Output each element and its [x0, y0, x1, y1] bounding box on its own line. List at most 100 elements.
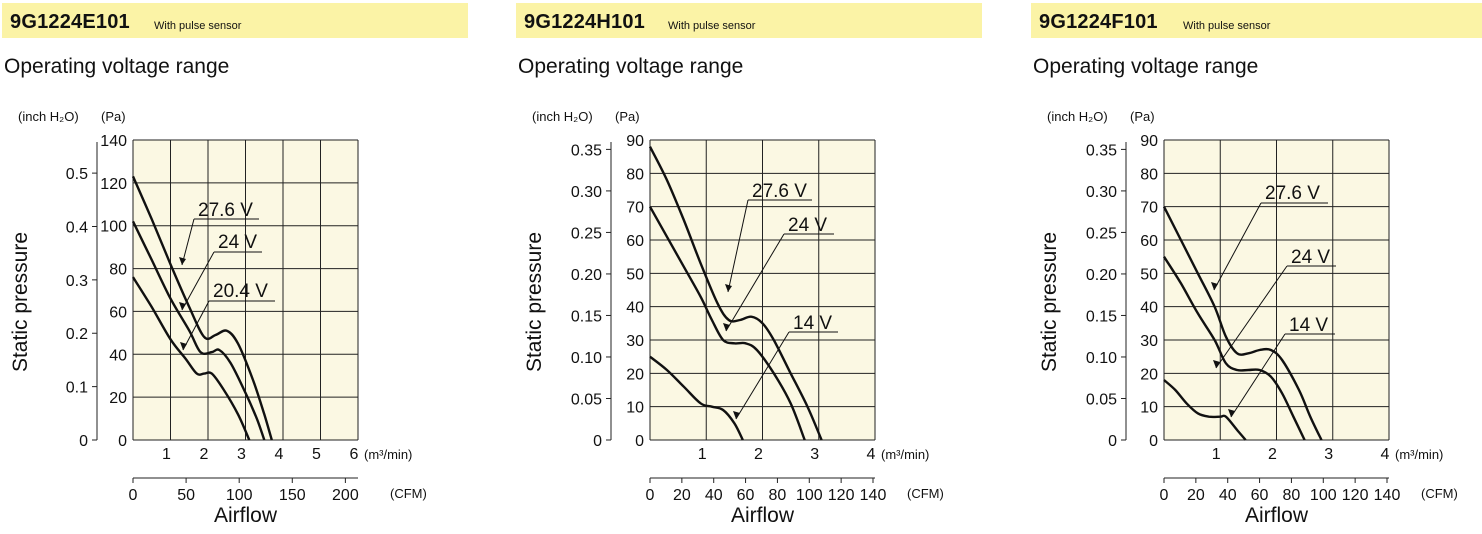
series-line: [1162, 206, 1323, 441]
y-tick-label-pa: 60: [626, 233, 644, 250]
y-tick-label-pa: 40: [626, 300, 644, 317]
series-label-arrowhead: [179, 257, 186, 265]
y-tick-label-inch: 0.4: [66, 219, 88, 236]
model-title-bar: 9G1224E101 With pulse sensor: [2, 3, 468, 38]
x-tick-label-cfm: 0: [129, 487, 138, 504]
series-label: 24 V: [1291, 247, 1330, 268]
y-tick-label-inch: 0.3: [66, 273, 88, 290]
y-tick-label-inch: 0.15: [571, 308, 602, 325]
y-tick-label-pa: 140: [100, 133, 127, 150]
series-label: 14 V: [1289, 315, 1328, 336]
series-line: [648, 146, 823, 441]
x-tick-label-cfm: 80: [1283, 487, 1301, 504]
series-label-arrowhead: [1211, 282, 1218, 290]
y-tick-label-inch: 0.05: [571, 391, 602, 408]
y-tick-label-pa: 120: [100, 176, 127, 193]
x-tick-label-m3: 3: [237, 446, 246, 463]
x-tick-label-cfm: 120: [828, 487, 855, 504]
x-tick-label-cfm: 150: [279, 487, 306, 504]
x-tick-label-cfm: 40: [705, 487, 723, 504]
y-tick-label-pa: 60: [1140, 233, 1158, 250]
model-number: 9G1224E101: [10, 11, 130, 33]
y-tick-label-inch: 0.35: [1086, 142, 1117, 159]
y-unit-pa: (Pa): [1130, 109, 1155, 124]
x-tick-label-cfm: 60: [1251, 487, 1269, 504]
y-tick-label-pa: 20: [109, 390, 127, 407]
x-axis-title: Airflow: [214, 504, 278, 527]
chart-panel-h101: 9G1224H101 With pulse sensor Operating v…: [516, 0, 986, 534]
x-tick-label-cfm: 140: [860, 487, 887, 504]
y-tick-label-inch: 0.1: [66, 380, 88, 397]
x-tick-label-cfm: 100: [796, 487, 823, 504]
x-tick-label-cfm: 0: [1160, 487, 1169, 504]
x-tick-label-cfm: 0: [646, 487, 655, 504]
y-tick-label-pa: 10: [626, 400, 644, 417]
x-tick-label-cfm: 50: [177, 487, 195, 504]
series-label-arrowhead: [733, 411, 740, 419]
series-label-leader: [725, 233, 785, 332]
series-label-leader: [735, 331, 790, 420]
y-tick-label-pa: 30: [626, 333, 644, 350]
y-tick-label-pa: 100: [100, 219, 127, 236]
model-number: 9G1224H101: [524, 11, 645, 33]
series-label-leader: [1230, 333, 1286, 418]
series-line: [131, 175, 273, 441]
y-tick-label-pa: 20: [1140, 366, 1158, 383]
x-unit-m3: (m³/min): [881, 447, 929, 462]
x-tick-label-m3: 2: [200, 446, 209, 463]
x-tick-label-cfm: 80: [769, 487, 787, 504]
y-tick-label-inch: 0.10: [571, 350, 602, 367]
series-line: [1163, 379, 1247, 441]
series-line: [131, 220, 266, 441]
x-axis-title: Airflow: [731, 504, 795, 527]
chart-title: Operating voltage range: [1033, 55, 1259, 78]
y-tick-label-pa: 0: [635, 433, 644, 450]
y-tick-label-inch: 0.5: [66, 166, 88, 183]
x-tick-label-m3: 1: [698, 446, 707, 463]
series-line: [649, 355, 744, 441]
model-note: With pulse sensor: [1183, 20, 1271, 32]
x-unit-m3: (m³/min): [1395, 447, 1443, 462]
series-label-arrowhead: [179, 302, 186, 310]
y-axis-title: Static pressure: [9, 232, 32, 372]
x-tick-label-m3: 5: [312, 446, 321, 463]
series-label-leader: [181, 251, 215, 311]
y-tick-label-pa: 80: [109, 262, 127, 279]
series-label: 20.4 V: [213, 281, 268, 302]
series-label-leader: [1213, 202, 1262, 291]
y-tick-label-pa: 40: [109, 347, 127, 364]
x-tick-label-m3: 4: [1381, 446, 1390, 463]
y-axis-title: Static pressure: [523, 232, 546, 372]
y-tick-label-pa: 30: [1140, 333, 1158, 350]
y-tick-label-pa: 10: [1140, 400, 1158, 417]
series-label: 14 V: [793, 313, 832, 334]
series-label-arrowhead: [723, 323, 730, 331]
x-tick-label-m3: 3: [810, 446, 819, 463]
y-tick-label-inch: 0.2: [66, 326, 88, 343]
y-tick-label-inch: 0.25: [1086, 225, 1117, 242]
model-note: With pulse sensor: [668, 20, 756, 32]
y-tick-label-pa: 50: [626, 266, 644, 283]
x-unit-cfm: (CFM): [390, 486, 427, 501]
chart-title: Operating voltage range: [518, 55, 744, 78]
y-tick-label-inch: 0.25: [571, 225, 602, 242]
x-tick-label-m3: 1: [1212, 446, 1221, 463]
series-label: 27.6 V: [752, 181, 807, 202]
y-tick-label-inch: 0.30: [1086, 184, 1117, 201]
x-tick-label-cfm: 40: [1219, 487, 1237, 504]
chart-panel-e101: 9G1224E101 With pulse sensor Operating v…: [2, 0, 472, 534]
series-label-arrowhead: [1213, 360, 1220, 368]
y-tick-label-pa: 90: [1140, 133, 1158, 150]
series-label-leader: [181, 218, 195, 266]
y-tick-label-inch: 0.20: [1086, 267, 1117, 284]
x-axis-title: Airflow: [1245, 504, 1309, 527]
model-note: With pulse sensor: [154, 20, 242, 32]
y-tick-label-pa: 50: [1140, 266, 1158, 283]
x-tick-label-m3: 4: [867, 446, 876, 463]
y-tick-label-inch: 0.05: [1086, 391, 1117, 408]
x-tick-label-m3: 2: [754, 446, 763, 463]
series-label: 24 V: [218, 232, 257, 253]
